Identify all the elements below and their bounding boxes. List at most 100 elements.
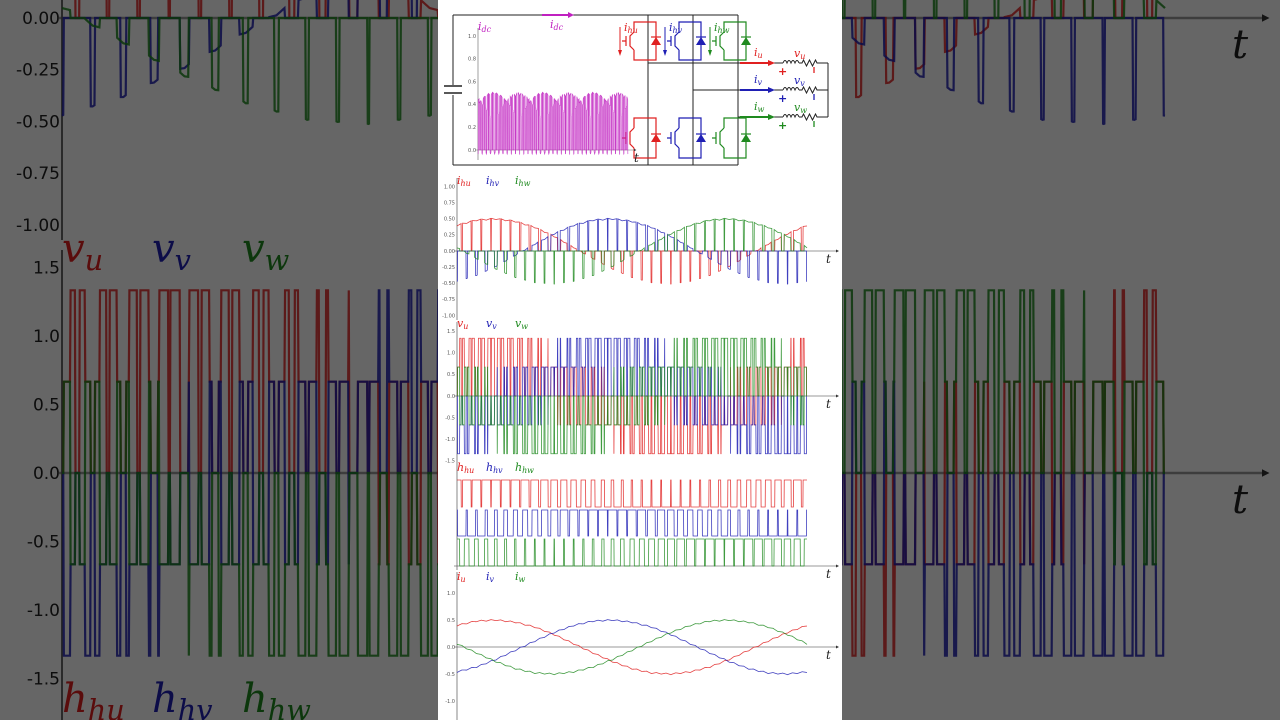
y-tick-label: 0.4 (468, 102, 476, 108)
series-label-vv: vv (486, 317, 497, 331)
series-line-vw (456, 337, 808, 455)
load-voltage-label-v: vv (794, 74, 805, 88)
switch-current-arrowhead-w (708, 50, 712, 56)
y-tick-label: 0.5 (447, 618, 455, 624)
chart-i-phase-currents: t 1.0 0.5 0.0 -0.5 -1.0 iu iv iw (445, 570, 839, 720)
y-tick-label: 0.25 (444, 233, 455, 239)
x-axis-arrow (836, 645, 839, 649)
plus-sign-u: + (778, 65, 787, 78)
switch-current-arrowhead-v (663, 50, 667, 56)
plus-sign-w: + (778, 119, 787, 132)
y-tick-label: -1.0 (445, 699, 455, 705)
y-tick-label: 0.0 (447, 394, 455, 400)
y-tick-label: 1.0 (468, 34, 476, 40)
series-label-iw: iw (515, 570, 526, 584)
upper-igbt-u (622, 21, 661, 61)
leg-label-u: ihu (624, 21, 638, 35)
idc-arrow-label: idc (550, 18, 564, 32)
x-axis-label-t: t (826, 648, 831, 662)
series-line-idc (477, 91, 629, 156)
output-current-label-w: iw (754, 100, 765, 114)
lower-igbt-w (712, 117, 751, 159)
y-tick-label: 0.5 (447, 372, 455, 378)
y-tick-label: 0.2 (468, 125, 476, 131)
igbt-symbol (622, 21, 657, 61)
y-tick-label: -0.25 (442, 265, 455, 271)
series-line-hhu (457, 479, 807, 508)
series-label-ihu: ihu (457, 174, 471, 188)
igbt-symbol (667, 117, 702, 159)
y-tick-label: 0.0 (468, 148, 476, 154)
resistor-w (799, 112, 828, 122)
output-current-arrowhead-w (768, 114, 775, 120)
series-label-hhv: hhv (486, 461, 503, 475)
lower-igbt-v (667, 117, 706, 159)
inverter-circuit: t0.00.20.40.60.81.0 idc idc t ihu ihv ih… (444, 12, 829, 166)
output-current-label-v: iv (754, 73, 763, 87)
series-label-hhw: hhw (515, 461, 534, 475)
y-tick-label: -1.00 (442, 313, 455, 319)
diode-icon (651, 37, 661, 45)
x-axis-label-t: t (826, 397, 831, 411)
y-tick-label: -0.75 (442, 297, 455, 303)
series-line-ihv (456, 217, 808, 285)
inductor-v (782, 87, 800, 92)
waveform-charts: t 1.00 0.75 0.50 0.25 0.00 -0.25 -0.50 -0.75 -1.0… (442, 174, 839, 720)
output-current-arrowhead-v (768, 87, 775, 93)
x-axis-label-t: t (826, 252, 831, 266)
series-label-vw: vw (515, 317, 528, 331)
leg-label-w: ihw (714, 21, 730, 35)
y-tick-label: 0.6 (468, 79, 476, 85)
series-line-iv (456, 619, 808, 676)
idc-arrowhead (568, 12, 574, 18)
y-tick-label: 1.0 (447, 350, 455, 356)
video-frame-panel: t 0.0 0.2 0.4 0.6 0.8 1.0 idc idc t ihu ihv ih… (438, 0, 842, 720)
igbt-symbol (712, 21, 747, 61)
series-line-hhv (456, 509, 808, 537)
diode-icon (741, 134, 751, 142)
y-tick-label: -0.5 (445, 672, 455, 678)
diode-icon (696, 37, 706, 45)
x-axis-arrow (836, 249, 839, 253)
y-tick-label: -1.5 (445, 459, 455, 465)
inductor-w (782, 114, 800, 119)
y-tick-label: 0.75 (444, 200, 455, 206)
switch-current-arrowhead-u (618, 50, 622, 56)
resistor-u (799, 58, 828, 68)
idc-axis-label: idc (478, 20, 492, 34)
y-tick-label: 1.0 (447, 591, 455, 597)
series-line-ihw (456, 217, 808, 285)
series-label-hhu: hhu (457, 461, 474, 475)
diode-icon (741, 37, 751, 45)
y-tick-label: 1.00 (444, 184, 455, 190)
y-tick-label: 0.0 (447, 645, 455, 651)
x-axis-arrow (836, 564, 839, 568)
series-line-hhw (457, 538, 807, 567)
x-axis-arrow (836, 394, 839, 398)
upper-igbt-w (712, 21, 751, 61)
resistor-v (799, 85, 828, 95)
series-line-iu (456, 619, 808, 676)
leg-label-v: ihv (669, 21, 683, 35)
x-axis-label-t: t (826, 567, 831, 581)
plus-sign-v: + (778, 92, 787, 105)
y-tick-label: 0.50 (444, 217, 455, 223)
load-voltage-label-u: vu (794, 47, 805, 61)
chart-h-gate-signals: t hhu hhv hhw (454, 461, 839, 581)
series-label-ihw: ihw (515, 174, 531, 188)
y-tick-label: -0.50 (442, 281, 455, 287)
upper-igbt-v (667, 21, 706, 61)
series-line-iw (456, 619, 808, 676)
series-label-iv: iv (486, 570, 495, 584)
x-axis-arrow (634, 148, 637, 152)
output-current-arrowhead-u (768, 60, 775, 66)
chart-ih-switch-currents: t 1.00 0.75 0.50 0.25 0.00 -0.25 -0.50 -0.75 -1.0… (442, 174, 839, 320)
series-label-iu: iu (457, 570, 466, 584)
series-label-ihv: ihv (486, 174, 500, 188)
y-tick-label: 0.00 (444, 249, 455, 255)
idc-inset-chart: t0.00.20.40.60.81.0 (468, 28, 637, 160)
output-current-label-u: iu (754, 46, 763, 60)
diode-icon (651, 134, 661, 142)
y-tick-label: -1.0 (445, 437, 455, 443)
inductor-u (782, 60, 800, 65)
